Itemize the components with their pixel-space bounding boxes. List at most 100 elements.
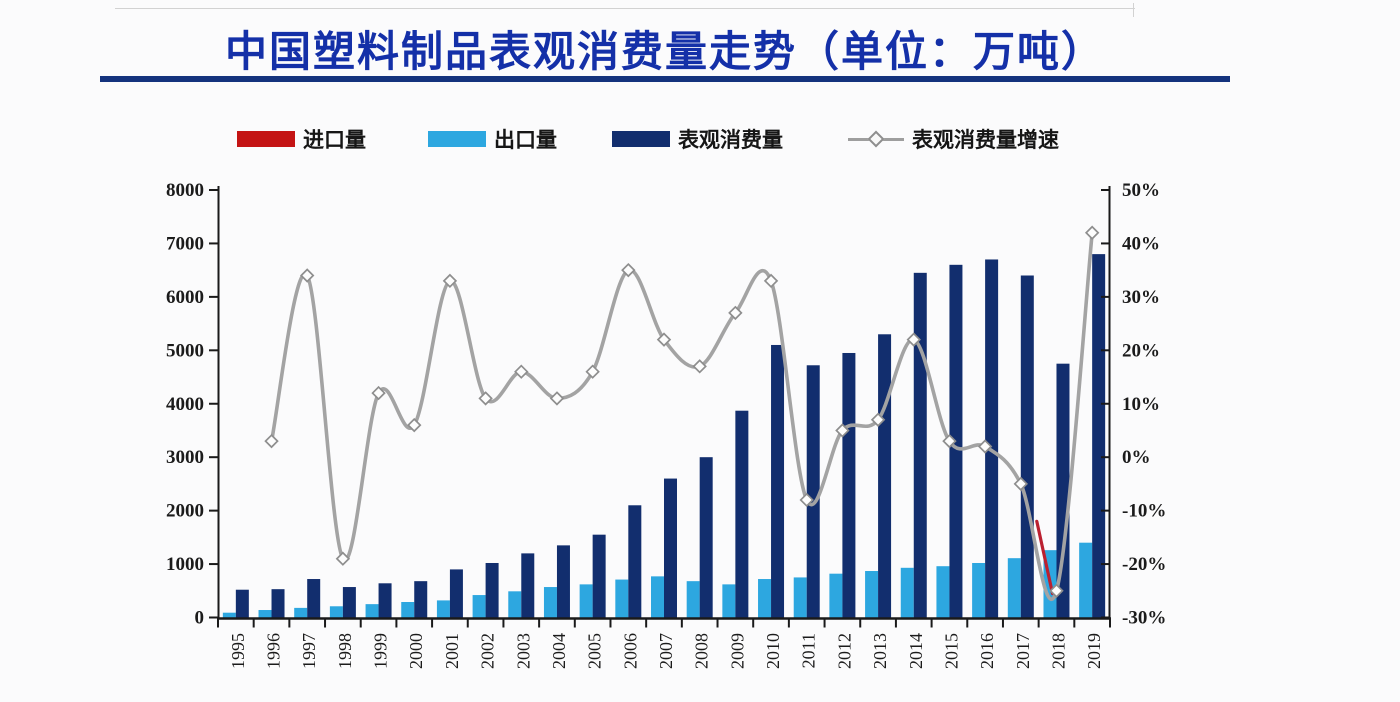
right-axis-tick-label: 0% — [1122, 447, 1151, 468]
x-axis-year-label: 2018 — [1048, 633, 1068, 669]
bar-consumption-2011 — [806, 365, 820, 618]
bar-consumption-2010 — [771, 344, 785, 618]
x-axis-year-label: 1996 — [264, 633, 284, 669]
diamond-marker — [478, 391, 493, 406]
left-axis-tick-label: 5000 — [166, 340, 204, 361]
bar-consumption-2007 — [664, 478, 677, 618]
x-axis-year-label: 2017 — [1013, 633, 1033, 669]
x-axis-year-label: 2014 — [906, 633, 926, 669]
right-axis-tick-label: 50% — [1122, 180, 1160, 201]
x-axis-year-label: 2012 — [834, 633, 854, 669]
x-axis-year-label: 1995 — [228, 633, 248, 669]
x-axis-year-label: 2008 — [692, 633, 712, 669]
left-axis-tick-label: 1000 — [166, 554, 204, 575]
legend-item-apparent-consumption: 表观消费量 — [612, 126, 783, 152]
bar-exports-2008 — [686, 581, 700, 618]
right-axis-tick-label: -10% — [1122, 501, 1166, 522]
diamond-marker — [799, 492, 814, 508]
bar-exports-2019 — [1079, 542, 1093, 618]
right-axis-tick-label: 40% — [1122, 233, 1160, 254]
legend-label-growth-rate: 表观消费量增速 — [912, 129, 1059, 152]
bar-consumption-2004 — [556, 545, 570, 618]
x-axis-year-label: 1999 — [371, 633, 391, 669]
legend-item-exports: 出口量 — [428, 126, 557, 152]
diamond-marker — [763, 273, 779, 289]
left-axis-tick-label: 0 — [195, 608, 205, 629]
legend-item-imports: 进口量 — [237, 126, 366, 152]
right-axis-tick-label: 30% — [1122, 287, 1160, 308]
left-axis-tick-label: 7000 — [166, 233, 204, 254]
legend-item-growth-rate: 表观消费量增速 — [848, 126, 1059, 152]
bar-consumption-2001 — [449, 569, 463, 618]
left-axis-tick-label: 3000 — [166, 447, 204, 468]
diamond-marker — [549, 391, 565, 406]
x-axis-year-label: 2005 — [585, 633, 605, 669]
diamond-marker — [407, 417, 422, 433]
bars-apparent-consumption — [235, 254, 1106, 618]
legend-label-imports: 进口量 — [303, 129, 366, 152]
right-axis-tick-label: -20% — [1122, 554, 1166, 575]
diamond-marker — [906, 332, 921, 347]
bar-consumption-2003 — [521, 553, 535, 618]
decorative-top-line — [115, 8, 1135, 9]
bar-consumption-2017 — [1020, 275, 1034, 618]
x-axis-year-label: 2015 — [941, 633, 961, 669]
bar-exports-2009 — [722, 584, 736, 618]
bar-consumption-2009 — [735, 410, 749, 618]
bar-consumption-2014 — [913, 272, 927, 618]
bar-exports-1998 — [329, 606, 343, 618]
right-axis-tick-label: 10% — [1122, 394, 1160, 415]
left-axis-tick-label: 4000 — [166, 394, 204, 415]
bar-exports-2003 — [508, 591, 522, 618]
exports-swatch — [428, 131, 486, 147]
bar-exports-2001 — [436, 600, 450, 618]
bar-consumption-1999 — [378, 583, 392, 618]
bar-exports-2015 — [936, 566, 950, 618]
apparent-consumption-swatch — [612, 131, 670, 147]
bar-consumption-2018 — [1056, 363, 1070, 618]
bar-exports-2007 — [651, 576, 664, 618]
bar-exports-1996 — [258, 610, 272, 618]
x-axis-year-label: 1997 — [299, 633, 319, 669]
right-axis-tick-label: 20% — [1122, 340, 1160, 361]
diamond-marker — [514, 364, 529, 379]
x-axis-year-label: 2019 — [1084, 633, 1104, 669]
bar-consumption-1995 — [235, 589, 249, 618]
diamond-marker — [371, 385, 386, 401]
legend-label-exports: 出口量 — [494, 129, 557, 152]
axis-labels: 0 1000 2000 3000 4000 5000 6000 7000 8000 -30% -20… — [166, 180, 1166, 669]
bar-consumption-1998 — [342, 587, 356, 618]
bar-exports-2006 — [615, 579, 629, 618]
bar-consumption-2013 — [878, 334, 892, 618]
x-axis-year-label: 2003 — [513, 633, 533, 669]
bar-exports-2013 — [865, 571, 879, 618]
x-axis-year-label: 2016 — [977, 633, 997, 669]
x-axis-year-label: 2010 — [763, 633, 783, 669]
bar-exports-2014 — [900, 567, 914, 618]
axes — [209, 186, 1111, 628]
diamond-marker — [728, 305, 743, 321]
bar-consumption-2012 — [842, 352, 856, 618]
bar-consumption-2005 — [592, 534, 606, 618]
bar-consumption-1997 — [307, 579, 321, 618]
bar-exports-2005 — [579, 584, 593, 618]
bar-consumption-2000 — [414, 581, 428, 618]
x-axis-year-label: 2002 — [478, 633, 498, 669]
diamond-marker — [942, 433, 957, 449]
legend-label-apparent-consumption: 表观消费量 — [678, 129, 783, 152]
bar-exports-1995 — [222, 612, 236, 618]
left-axis-tick-label: 8000 — [166, 180, 204, 201]
bar-consumption-2002 — [485, 562, 499, 618]
diamond-marker — [299, 268, 315, 283]
bar-consumption-2006 — [628, 505, 642, 618]
growth-line-markers — [264, 225, 1100, 598]
bar-exports-1999 — [365, 604, 379, 618]
bar-exports-2010 — [758, 579, 772, 618]
bar-exports-1997 — [294, 607, 308, 618]
x-axis-year-label: 1998 — [335, 633, 355, 669]
x-axis-year-label: 2006 — [620, 633, 640, 669]
diamond-marker — [870, 412, 886, 427]
bar-exports-2017 — [1007, 558, 1021, 618]
bar-exports-2000 — [401, 602, 415, 618]
